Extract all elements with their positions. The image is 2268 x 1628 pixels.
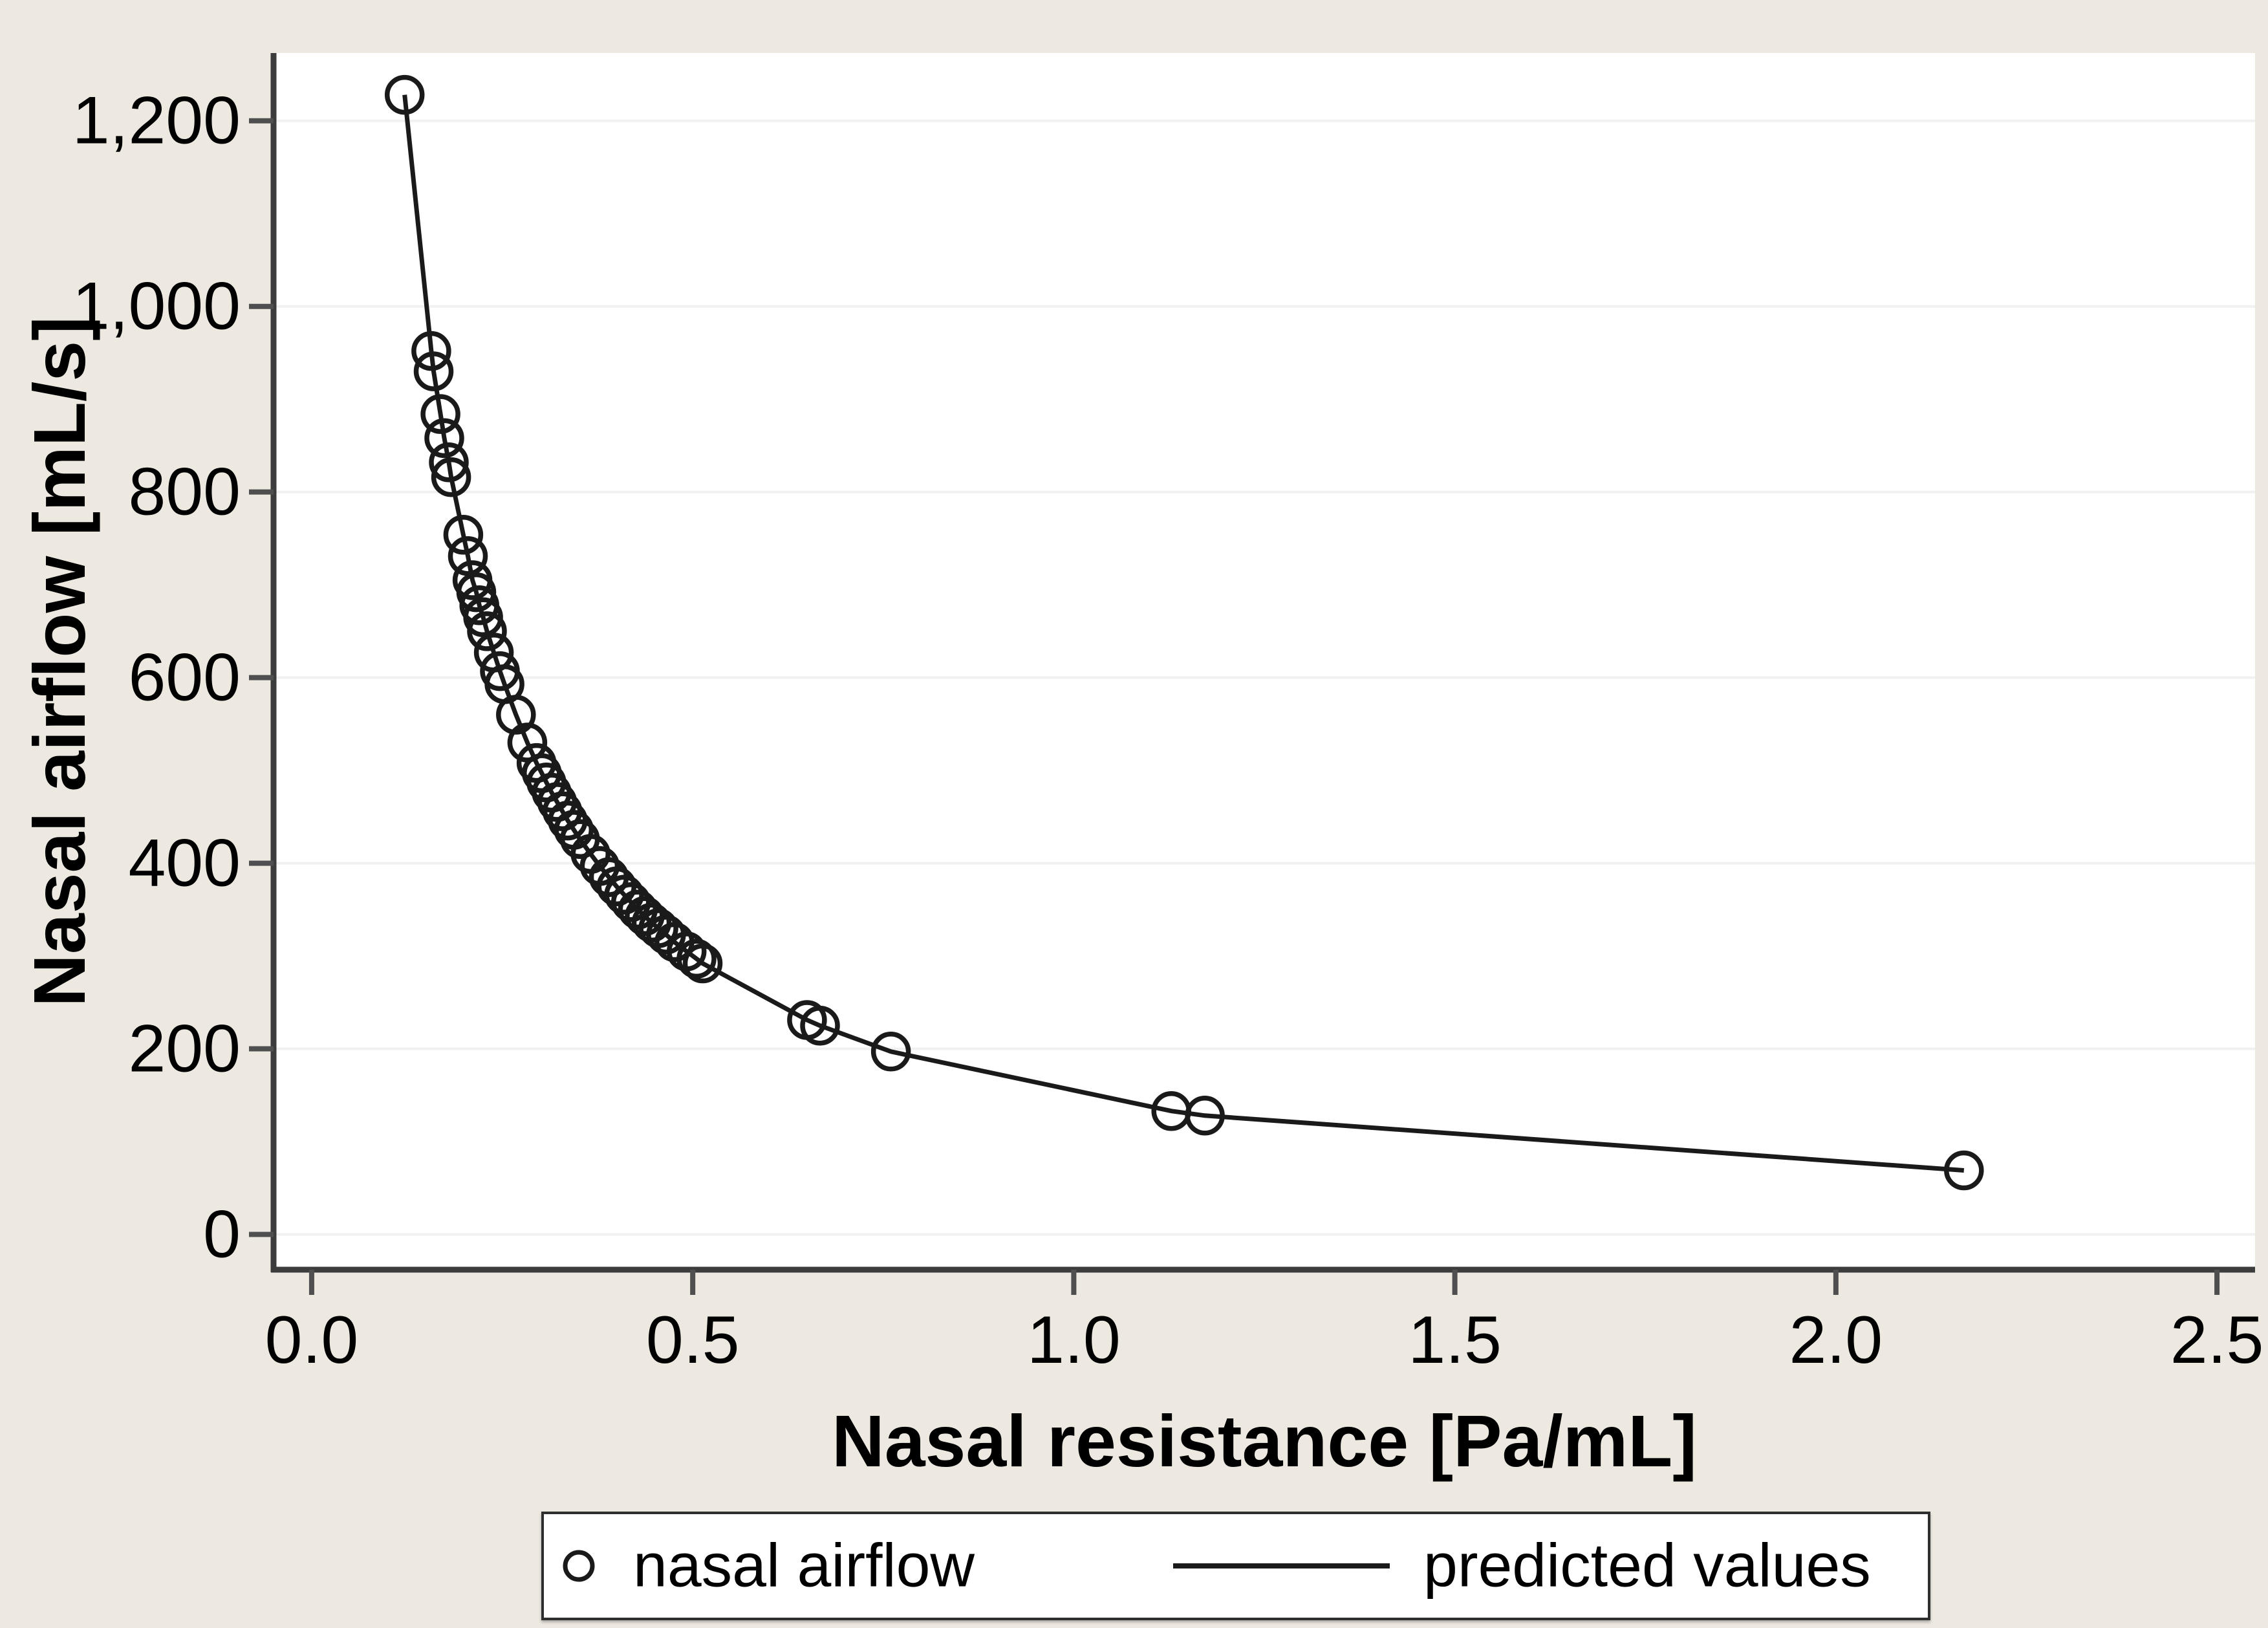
x-tick-label: 0.5: [646, 1303, 740, 1378]
x-axis-title: Nasal resistance [Pa/mL]: [832, 1400, 1697, 1482]
data-point-marker: [429, 442, 469, 483]
data-point-marker: [424, 418, 464, 459]
data-point-marker: [1185, 1096, 1225, 1136]
data-point-marker: [431, 457, 471, 497]
data-point-marker: [413, 351, 454, 391]
legend-label-predicted-values: predicted values: [1423, 1531, 1871, 1600]
data-point-marker: [411, 331, 451, 371]
y-tick-label: 200: [128, 1012, 241, 1087]
data-point-marker: [384, 74, 425, 115]
data-point-marker: [870, 1032, 911, 1072]
y-tick-label: 400: [128, 826, 241, 901]
x-tick-label: 0.0: [265, 1303, 359, 1378]
y-tick-label: 1,200: [72, 83, 241, 158]
predicted-values-line-icon: [1173, 1563, 1390, 1568]
x-tick-label: 1.0: [1027, 1303, 1121, 1378]
data-point-marker: [676, 939, 717, 979]
y-tick-label: 800: [128, 455, 241, 530]
data-point-marker: [1944, 1150, 1984, 1191]
plot-area: [274, 53, 2255, 1270]
y-axis-title: Nasal airflow [mL/s]: [19, 316, 100, 1007]
data-point-marker: [610, 882, 651, 922]
data-point-marker: [800, 1005, 840, 1046]
x-tick-label: 1.5: [1408, 1303, 1502, 1378]
y-tick-label: 0: [203, 1197, 241, 1272]
data-point-marker: [682, 943, 723, 984]
nasal-airflow-marker-icon: [563, 1550, 595, 1582]
y-tick-label: 1,000: [72, 269, 241, 344]
data-point-marker: [420, 394, 460, 434]
legend-label-nasal-airflow: nasal airflow: [633, 1531, 975, 1600]
data-point-marker: [467, 611, 507, 651]
legend: nasal airflow predicted values: [541, 1512, 1930, 1620]
data-point-marker: [443, 514, 484, 555]
data-point-marker: [448, 536, 488, 576]
y-tick-label: 600: [128, 640, 241, 715]
x-tick-label: 2.5: [2170, 1303, 2264, 1378]
x-tick-label: 2.0: [1789, 1303, 1883, 1378]
